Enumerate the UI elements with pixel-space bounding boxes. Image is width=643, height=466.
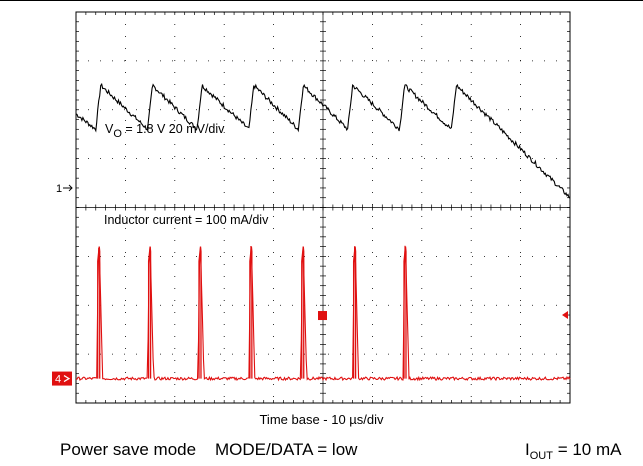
- series-inductor-current-trace: [75, 245, 571, 382]
- inductor-current-pulse: [147, 246, 152, 379]
- trigger-level-marker: [562, 311, 568, 320]
- inductor-current-pulse: [301, 246, 305, 379]
- timebase-caption: Time base - 10 µs/div: [259, 412, 384, 427]
- channel-1-label: VO = 1.8 V 20 mV/div: [105, 122, 225, 140]
- inductor-current-pulse: [97, 246, 101, 379]
- series-vo-trace: [75, 82, 571, 199]
- top-rule: [0, 0, 643, 1]
- channel-1-marker: 1: [56, 183, 62, 195]
- inductor-current-pulse: [403, 246, 407, 379]
- channel-1-arrow: [63, 184, 73, 192]
- channel-4-marker-box: [52, 371, 72, 386]
- mode-caption: Power save mode MODE/DATA = low: [60, 440, 358, 459]
- inductor-current-pulse: [352, 246, 357, 379]
- iout-caption: IOUT = 10 mA: [525, 440, 622, 462]
- channel-4-arrow: [63, 375, 71, 383]
- channel-4-marker: 4: [55, 374, 61, 386]
- channel-4-label: Inductor current = 100 mA/div: [104, 213, 269, 227]
- inductor-current-pulse: [198, 246, 202, 379]
- inductor-current-pulse: [249, 246, 253, 379]
- trigger-position-marker: [318, 311, 327, 321]
